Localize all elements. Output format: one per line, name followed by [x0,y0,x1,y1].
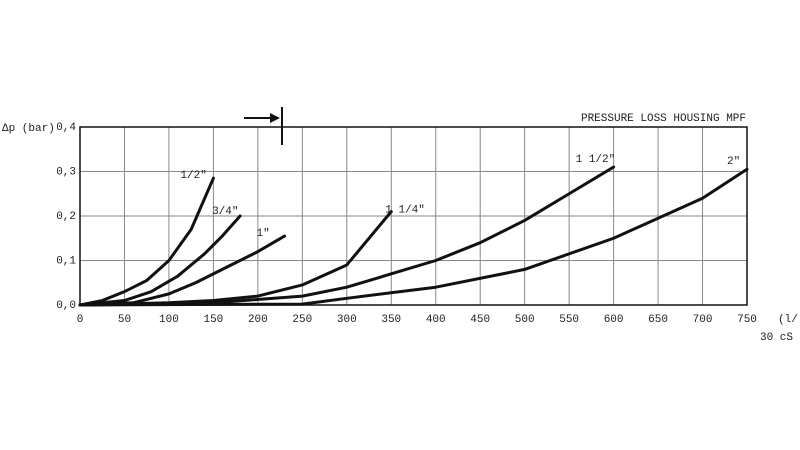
marker-arrowhead [270,113,280,123]
x-tick-label: 200 [248,314,268,326]
series-label: 1 1/4" [385,204,425,216]
y-axis-label: Δp (bar) [2,123,55,135]
x-tick-label: 450 [470,314,490,326]
x-tick-label: 250 [292,314,312,326]
y-tick-label: 0,2 [56,211,76,223]
x-tick-label: 550 [559,314,579,326]
series-label: 1/2" [180,170,206,182]
y-tick-label: 0,3 [56,166,76,178]
y-tick-label: 0,1 [56,255,76,267]
x-tick-label: 600 [604,314,624,326]
chart-title: PRESSURE LOSS HOUSING MPF [581,113,746,125]
series-label: 1" [257,228,270,240]
x-tick-label: 300 [337,314,357,326]
y-tick-label: 0,4 [56,122,76,134]
x-tick-label: 100 [159,314,179,326]
curve [78,167,749,307]
curve [78,176,215,307]
x-tick-label: 500 [515,314,535,326]
plot-frame [79,126,748,306]
x-axis-label: (l/ [778,314,798,326]
x-tick-label: 50 [118,314,131,326]
x-tick-label: 750 [737,314,757,326]
x-tick-label: 150 [203,314,223,326]
x-tick-label: 350 [381,314,401,326]
curve [78,165,616,307]
x-tick-label: 0 [77,314,84,326]
series-label: 2" [727,156,740,168]
curve [78,214,242,307]
x-tick-label: 700 [693,314,713,326]
x-tick-label: 400 [426,314,446,326]
series-label: 1 1/2" [576,154,616,166]
x-tick-label: 650 [648,314,668,326]
note: 30 cS [760,332,793,344]
series-label: 3/4" [212,206,238,218]
y-tick-label: 0,0 [56,300,76,312]
